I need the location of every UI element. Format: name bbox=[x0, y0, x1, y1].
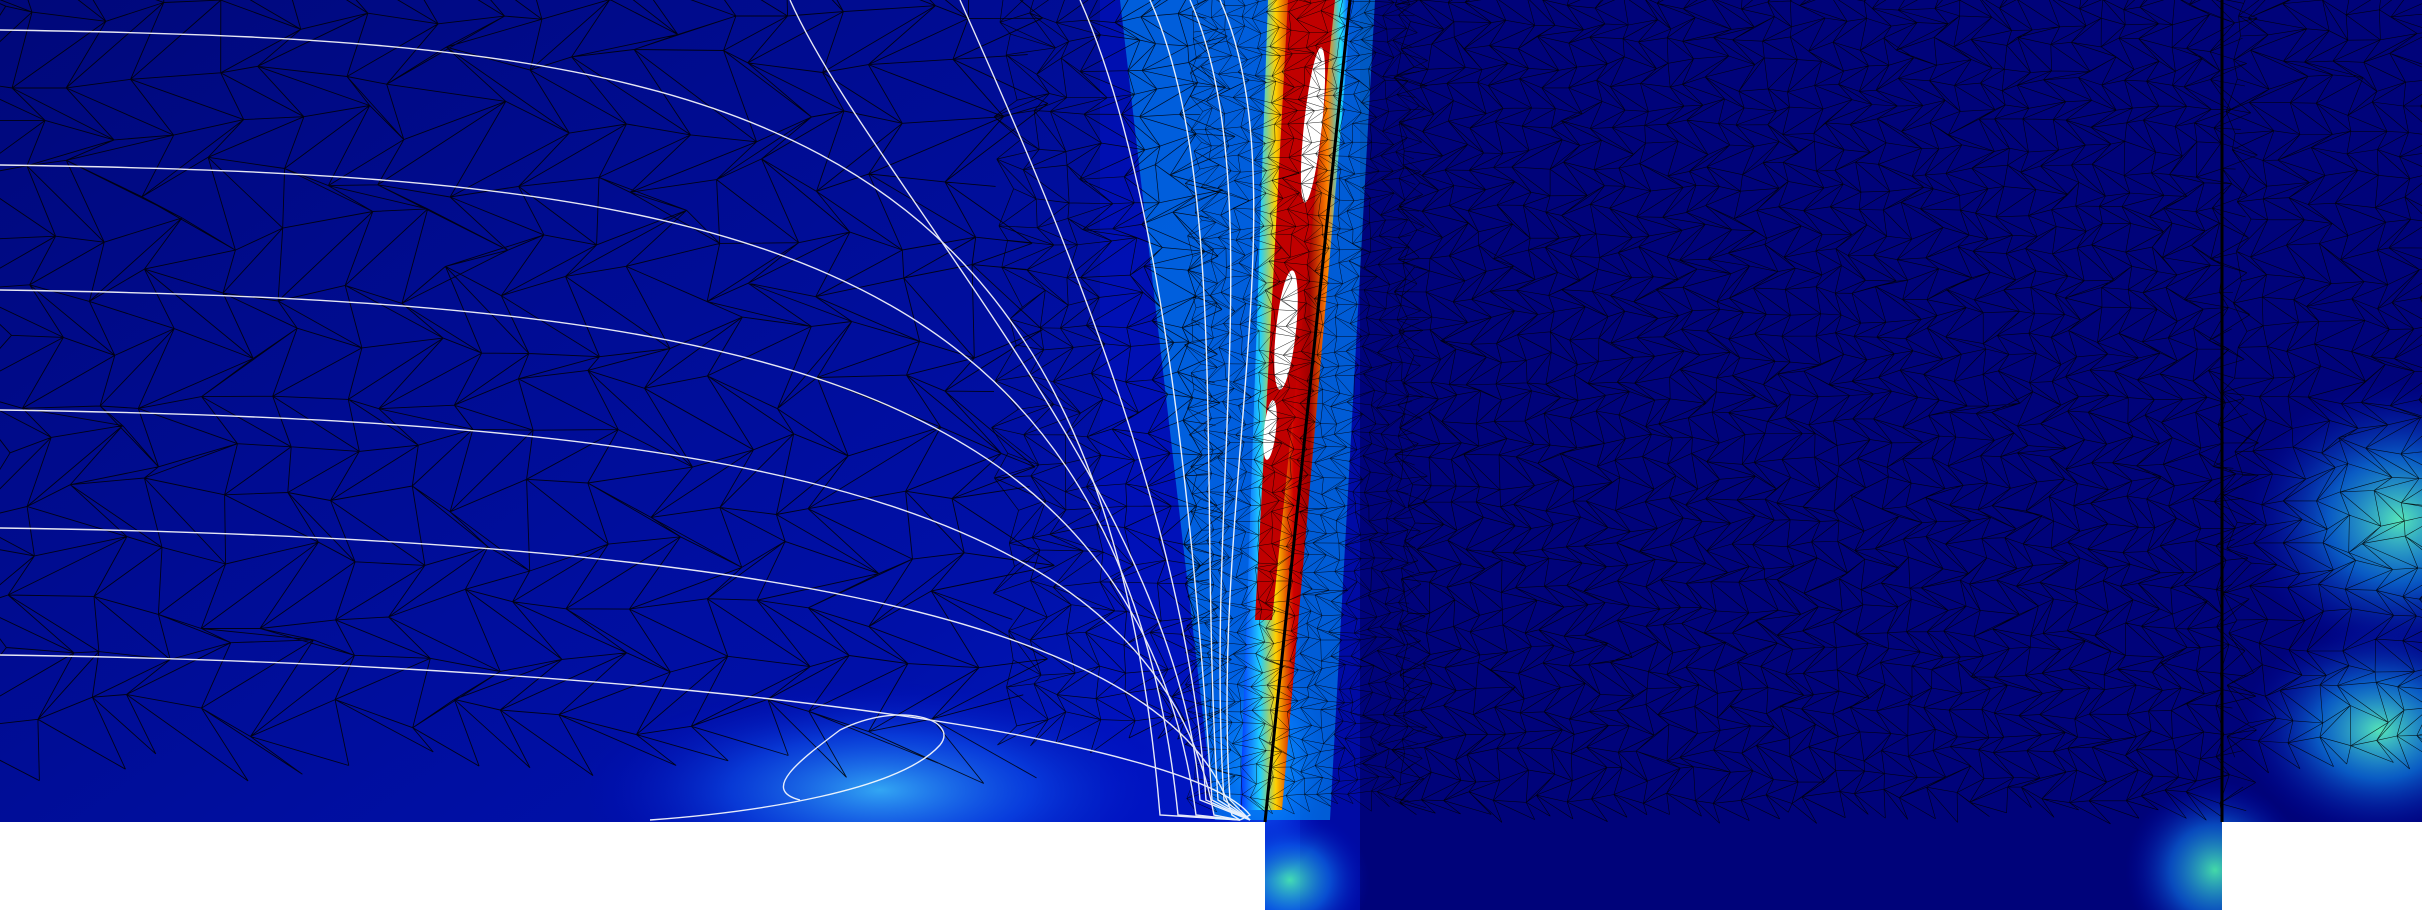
streamline bbox=[1219, 0, 1255, 821]
triangular-mesh bbox=[0, 0, 2422, 825]
mesh-region bbox=[1391, 0, 2259, 825]
streamline bbox=[789, 0, 1251, 821]
streamline bbox=[959, 0, 1251, 821]
streamline bbox=[649, 714, 945, 821]
streamline bbox=[0, 289, 1241, 821]
streamline bbox=[0, 29, 1241, 821]
streamline bbox=[1079, 0, 1251, 821]
streamline bbox=[0, 409, 1241, 821]
streamline bbox=[0, 164, 1241, 821]
mesh-region bbox=[0, 0, 1055, 784]
vortex-middle bbox=[1274, 270, 1298, 390]
streamline bbox=[1149, 0, 1251, 821]
interface-line bbox=[1263, 0, 1352, 823]
streamline bbox=[1189, 0, 1251, 821]
field-glow-right-low bbox=[2240, 620, 2422, 840]
mesh-region bbox=[1184, 0, 1428, 815]
vortex-lower bbox=[1263, 400, 1277, 460]
field-glow-right-edge bbox=[2240, 380, 2422, 660]
streamline bbox=[0, 527, 1241, 821]
streamline bbox=[0, 654, 1252, 821]
streamlines bbox=[0, 0, 1255, 821]
mesh-region bbox=[2221, 0, 2422, 774]
